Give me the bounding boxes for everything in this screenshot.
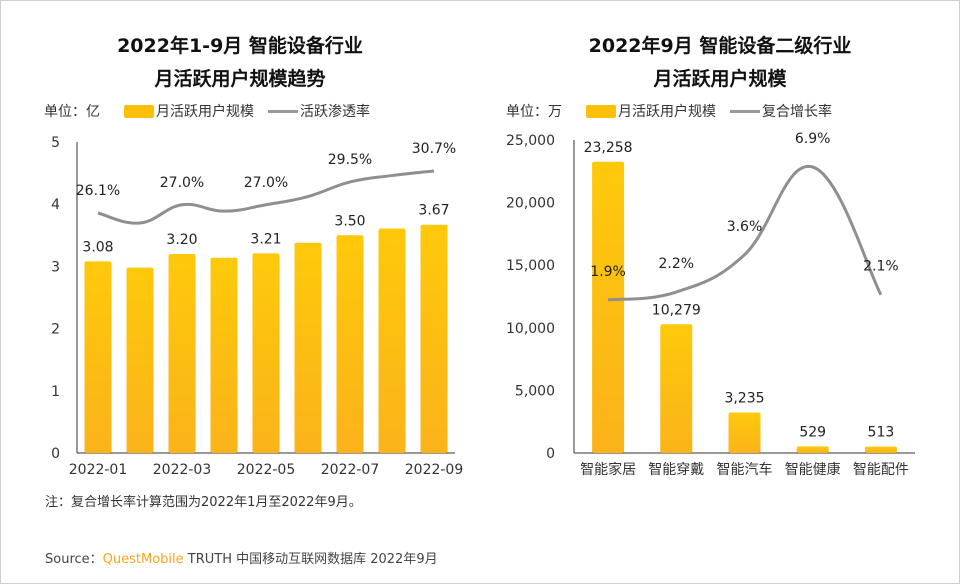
line-data-label: 3.6% xyxy=(727,219,763,235)
x-tick-label: 智能穿戴 xyxy=(648,462,704,478)
bar-data-label: 23,258 xyxy=(584,140,633,156)
line-data-label: 30.7% xyxy=(412,141,456,157)
line-data-label: 26.1% xyxy=(76,183,120,199)
x-tick-label: 2022-03 xyxy=(153,462,212,478)
bar xyxy=(126,267,154,453)
right-legend-bar-label: 月活跃用户规模 xyxy=(618,104,716,120)
legend-line-swatch xyxy=(730,109,760,113)
y-tick-label: 10,000 xyxy=(506,321,555,337)
bar xyxy=(336,235,364,453)
bar-data-label: 3.67 xyxy=(418,203,449,219)
source-rest: TRUTH 中国移动互联网数据库 2022年9月 xyxy=(183,552,438,567)
bar xyxy=(294,242,322,453)
legend-bar-swatch xyxy=(124,104,154,118)
line-data-label: 27.0% xyxy=(160,175,204,191)
y-tick-label: 5 xyxy=(51,135,60,151)
bar-data-label: 513 xyxy=(868,425,895,441)
right-title-line1: 2022年9月 智能设备二级行业 xyxy=(588,35,852,57)
footnote: 注：复合增长率计算范围为2022年1月至2022年9月。 xyxy=(45,495,362,510)
left-title-line1: 2022年1-9月 智能设备行业 xyxy=(117,35,363,57)
left-title-line2: 月活跃用户规模趋势 xyxy=(154,68,326,90)
bar xyxy=(84,261,112,453)
right-unit-label: 单位：万 xyxy=(506,104,562,120)
y-tick-label: 5,000 xyxy=(515,383,555,399)
x-tick-label: 智能汽车 xyxy=(717,461,773,478)
y-tick-label: 1 xyxy=(51,384,60,400)
y-tick-label: 15,000 xyxy=(506,258,555,274)
y-tick-label: 0 xyxy=(51,446,60,462)
line-data-label: 2.2% xyxy=(659,256,695,272)
x-tick-label: 智能配件 xyxy=(853,462,909,478)
bar xyxy=(252,253,280,453)
left-chart-title: 2022年1-9月 智能设备行业 月活跃用户规模趋势 xyxy=(60,30,420,96)
bar xyxy=(864,446,897,453)
bar xyxy=(728,412,761,453)
source-prefix: Source： xyxy=(45,552,103,567)
bar-data-label: 3.50 xyxy=(334,213,365,229)
legend-line-swatch xyxy=(268,109,298,113)
x-tick-label: 2022-01 xyxy=(69,462,128,478)
bar xyxy=(378,228,406,453)
left-legend-line-label: 活跃渗透率 xyxy=(300,104,370,120)
bar xyxy=(210,257,238,453)
left-unit-label: 单位：亿 xyxy=(44,104,100,120)
bar-data-label: 529 xyxy=(799,424,826,440)
y-tick-label: 3 xyxy=(51,259,60,275)
rate-line xyxy=(97,169,435,225)
left-legend: 单位：亿 月活跃用户规模 活跃渗透率 xyxy=(44,101,370,121)
y-tick-label: 2 xyxy=(51,322,60,338)
x-tick-label: 2022-07 xyxy=(321,462,380,478)
bar xyxy=(592,161,625,453)
line-data-label: 1.9% xyxy=(590,264,626,280)
x-tick-label: 智能健康 xyxy=(785,461,841,478)
line-data-label: 2.1% xyxy=(863,259,899,275)
bar xyxy=(660,324,693,453)
line-data-label: 29.5% xyxy=(328,152,372,168)
bar xyxy=(420,224,448,453)
bar-data-label: 3.08 xyxy=(82,239,113,255)
x-tick-label: 2022-09 xyxy=(405,462,464,478)
y-tick-label: 20,000 xyxy=(506,196,555,212)
x-tick-label: 智能家居 xyxy=(580,461,636,478)
bar-data-label: 10,279 xyxy=(652,302,701,318)
line-data-label: 27.0% xyxy=(244,175,288,191)
line-data-label: 6.9% xyxy=(795,131,831,147)
right-chart-title: 2022年9月 智能设备二级行业 月活跃用户规模 xyxy=(540,30,900,96)
bar xyxy=(796,446,829,453)
rate-line xyxy=(607,165,883,302)
x-tick-label: 2022-05 xyxy=(237,462,296,478)
brand-name: QuestMobile xyxy=(102,552,184,567)
legend-bar-swatch xyxy=(586,104,616,118)
bar-data-label: 3.21 xyxy=(250,231,281,247)
y-tick-label: 25,000 xyxy=(506,133,555,149)
right-title-line2: 月活跃用户规模 xyxy=(653,68,787,90)
bar-data-label: 3.20 xyxy=(166,232,197,248)
left-legend-bar-label: 月活跃用户规模 xyxy=(156,104,254,120)
source-line: Source：QuestMobile TRUTH 中国移动互联网数据库 2022… xyxy=(45,548,438,567)
y-tick-label: 4 xyxy=(51,197,60,213)
right-legend: 单位：万 月活跃用户规模 复合增长率 xyxy=(506,101,832,121)
bar-data-label: 3,235 xyxy=(724,390,764,406)
y-tick-label: 0 xyxy=(546,446,555,462)
bar xyxy=(168,253,196,453)
right-legend-line-label: 复合增长率 xyxy=(762,104,832,120)
